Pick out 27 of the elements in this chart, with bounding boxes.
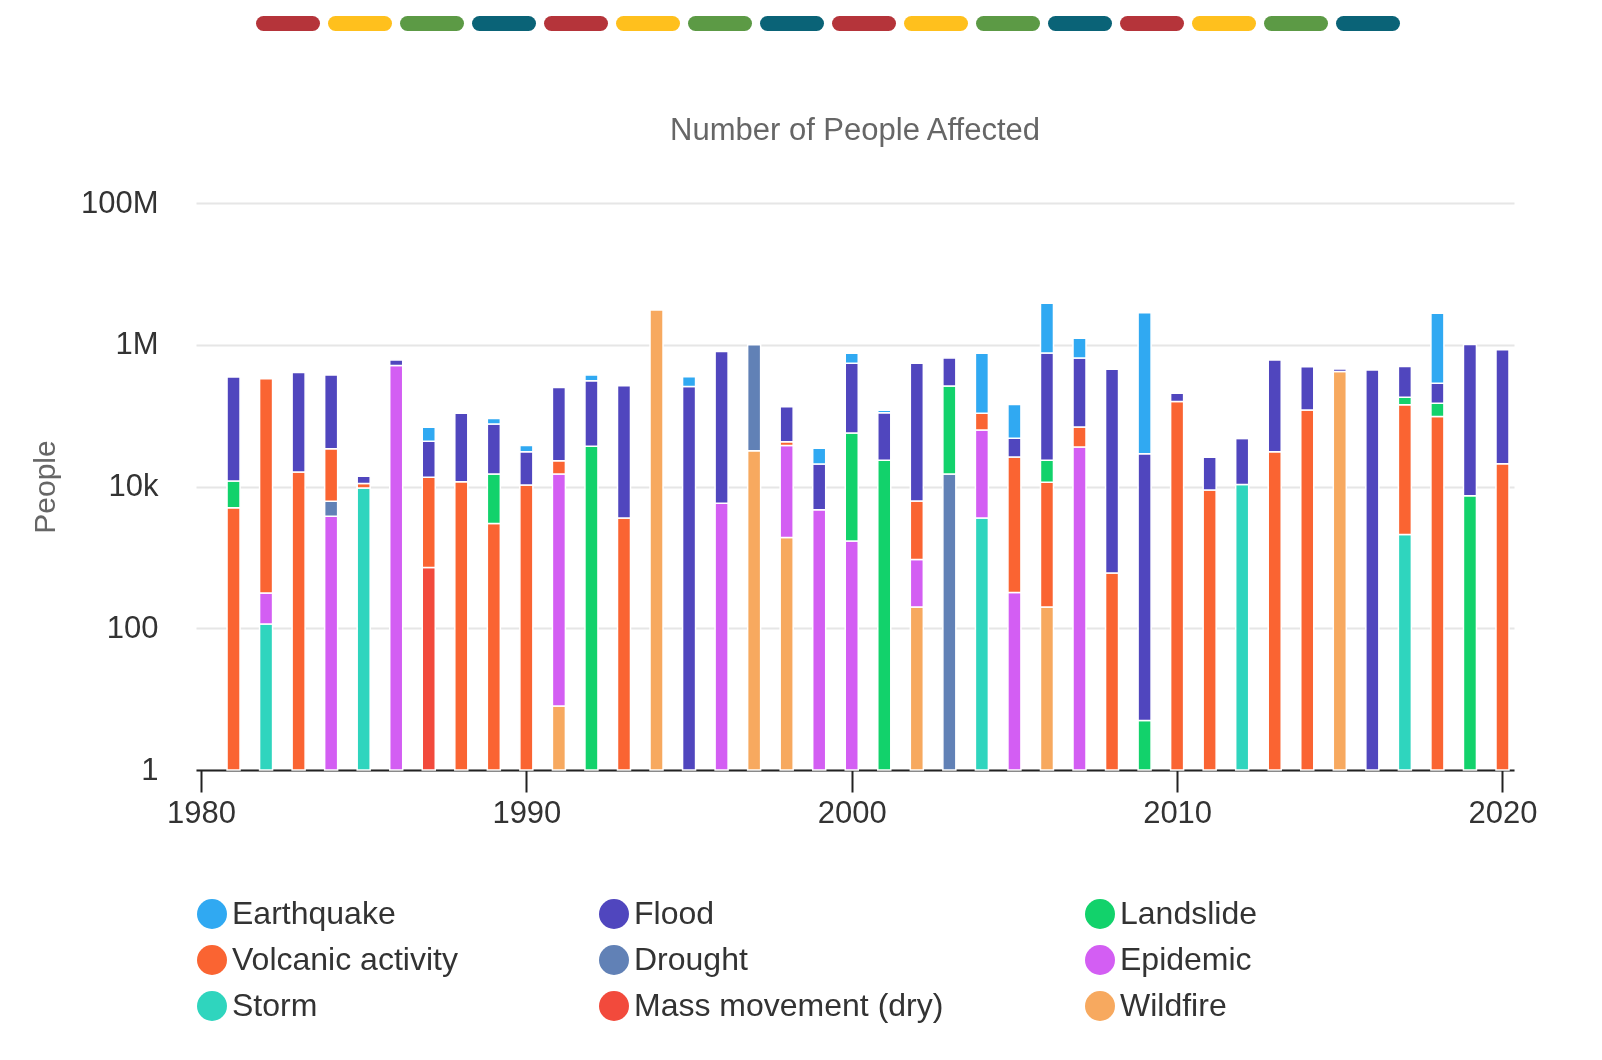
bar	[1365, 369, 1380, 771]
legend-label: Mass movement (dry)	[634, 987, 944, 1023]
legend-label: Storm	[232, 987, 318, 1023]
x-tick-label: 2010	[1143, 794, 1213, 830]
legend-label: Earthquake	[232, 895, 396, 931]
bar	[356, 487, 371, 771]
legend-label: Landslide	[1120, 895, 1257, 931]
y-tick-label: 100M	[80, 184, 159, 220]
y-tick-label: 100	[106, 609, 159, 645]
x-tick-label: 1990	[492, 794, 562, 830]
y-tick-label: 1	[141, 751, 159, 787]
bar	[779, 405, 794, 443]
bar	[1332, 370, 1348, 771]
chart-title: Number of People Affected	[670, 112, 1040, 147]
y-tick-label: 1M	[115, 326, 159, 362]
y-tick-label: 10k	[108, 468, 159, 503]
legend-label: Flood	[634, 895, 715, 931]
legend-label: Epidemic	[1120, 941, 1252, 977]
legend-label: Volcanic activity	[232, 941, 458, 977]
y-axis-title: People	[27, 440, 61, 534]
x-tick-label: 1980	[167, 794, 236, 830]
x-tick-label: 2000	[817, 794, 887, 830]
legend-label: Wildfire	[1120, 987, 1227, 1023]
legend-label: Drought	[634, 941, 748, 977]
x-tick-label: 2020	[1468, 794, 1538, 830]
bar	[649, 309, 664, 771]
bar	[356, 475, 371, 485]
